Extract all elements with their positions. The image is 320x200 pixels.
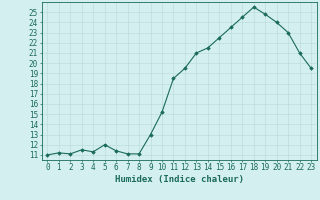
X-axis label: Humidex (Indice chaleur): Humidex (Indice chaleur) [115,175,244,184]
